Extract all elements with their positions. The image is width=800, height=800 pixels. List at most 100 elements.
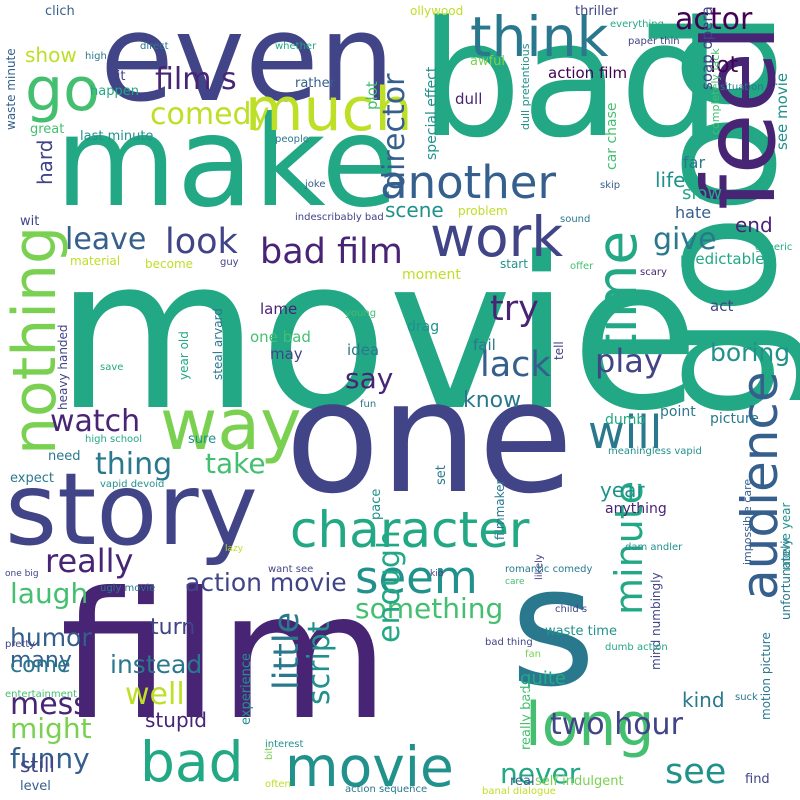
cloud-word: year old: [177, 331, 191, 380]
cloud-word: dull pretentious: [519, 43, 532, 130]
cloud-word: young: [345, 308, 377, 319]
cloud-word: give: [653, 222, 717, 257]
cloud-word: see movie: [773, 72, 791, 150]
cloud-word: take: [205, 447, 266, 480]
cloud-word: high: [85, 51, 107, 62]
cloud-word: way: [160, 384, 302, 466]
cloud-word: stupid: [145, 708, 207, 732]
cloud-word: come: [10, 653, 71, 678]
cloud-word: people: [275, 134, 309, 145]
cloud-word: wit: [20, 214, 40, 229]
cloud-word: save: [100, 362, 124, 373]
cloud-word: lack: [480, 345, 551, 385]
cloud-word: reason see: [525, 689, 580, 700]
cloud-word: action sequence: [345, 784, 428, 795]
cloud-word: banal dialogue: [482, 786, 556, 797]
cloud-word: action film: [548, 64, 628, 82]
cloud-word: movie: [55, 212, 700, 457]
cloud-word: fail: [473, 336, 496, 354]
cloud-word: awful: [470, 54, 506, 69]
cloud-word: real: [510, 774, 535, 789]
cloud-word: steal arvard: [211, 308, 225, 380]
cloud-word: picture: [710, 411, 759, 427]
cloud-word: enough: [372, 530, 407, 643]
cloud-word: motion picture: [759, 632, 773, 720]
cloud-word: last minute: [80, 129, 154, 144]
cloud-word: whether: [275, 41, 317, 52]
cloud-word: child s: [555, 604, 588, 615]
cloud-word: work: [430, 205, 564, 269]
cloud-word: bad: [140, 730, 244, 794]
cloud-word: little: [267, 611, 307, 690]
cloud-word: need: [48, 449, 81, 464]
cloud-word: vapid devoid: [100, 479, 165, 490]
cloud-word: even: [100, 0, 395, 129]
cloud-word: well: [125, 677, 185, 712]
cloud-word: waste minute: [4, 48, 18, 130]
cloud-word: one bad: [250, 328, 311, 346]
cloud-word: say: [345, 362, 394, 395]
cloud-word: go: [25, 55, 100, 125]
cloud-word: experience: [239, 652, 254, 725]
cloud-word: time: [585, 230, 649, 355]
cloud-word: direct: [140, 41, 169, 52]
cloud-word: script: [302, 621, 337, 705]
cloud-word: scene: [385, 198, 444, 222]
cloud-word: mind numbingly: [649, 572, 663, 670]
cloud-word: indescribably bad: [295, 212, 384, 223]
cloud-word: turn: [150, 615, 196, 640]
cloud-word: know: [463, 388, 522, 413]
cloud-word: plot: [363, 81, 381, 110]
cloud-word: level: [20, 779, 51, 794]
cloud-word: something: [355, 592, 504, 625]
cloud-word: bit: [264, 746, 275, 760]
cloud-word: bad: [420, 0, 722, 173]
cloud-word: meaningless vapid: [608, 446, 702, 457]
cloud-word: story: [5, 451, 258, 568]
cloud-word: idea: [347, 341, 380, 359]
cloud-word: director: [377, 73, 412, 190]
cloud-word: make: [55, 90, 399, 235]
cloud-word: entertainment: [5, 689, 77, 700]
cloud-word: rather: [295, 76, 335, 91]
cloud-word: great: [30, 122, 65, 137]
cloud-word: mess: [10, 687, 89, 722]
cloud-word: want see: [268, 564, 314, 575]
cloud-word: comedy: [150, 97, 270, 132]
cloud-word: dumb action: [605, 642, 668, 653]
cloud-word: act: [710, 297, 734, 315]
cloud-word: one: [285, 347, 574, 528]
cloud-word: leave: [65, 222, 147, 257]
cloud-word: lot: [710, 53, 739, 78]
cloud-word: ugly movie: [100, 583, 156, 594]
cloud-word: film s: [155, 62, 237, 97]
cloud-word: long: [525, 690, 655, 760]
cloud-word: joke: [305, 179, 326, 190]
cloud-word: guy: [220, 257, 239, 268]
cloud-word: see: [665, 752, 727, 792]
cloud-word: sound: [560, 214, 591, 225]
cloud-word: kid: [430, 569, 444, 579]
cloud-word: pretty: [5, 639, 36, 650]
cloud-word: expect: [10, 471, 54, 486]
cloud-word: movie: [285, 735, 454, 799]
cloud-word: show: [25, 43, 77, 67]
cloud-word: material: [70, 254, 121, 268]
cloud-word: try: [490, 289, 539, 329]
cloud-word: another: [380, 156, 556, 209]
cloud-word: high school: [85, 434, 143, 445]
cloud-word: sure: [188, 432, 217, 447]
cloud-word: dumb: [605, 412, 646, 428]
cloud-word: film: [60, 556, 390, 759]
cloud-word: movie year: [779, 502, 793, 570]
cloud-word: bad thing: [485, 637, 533, 648]
cloud-word: dam andler: [625, 542, 683, 553]
cloud-word: action movie: [185, 568, 347, 597]
cloud-word: waste time: [545, 624, 617, 639]
cloud-word: fan: [525, 649, 541, 660]
cloud-word: tell: [552, 341, 566, 360]
cloud-word: kind: [682, 688, 725, 712]
cloud-word: often: [265, 779, 291, 790]
cloud-word: thriller: [575, 4, 618, 19]
cloud-word: really: [45, 542, 134, 580]
